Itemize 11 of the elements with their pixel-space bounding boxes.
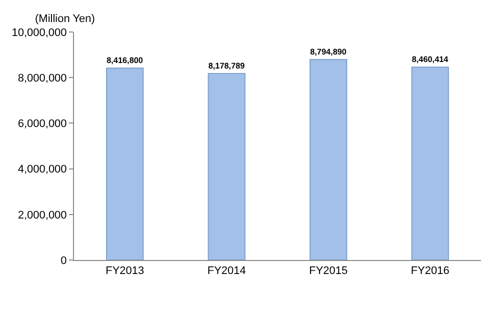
y-tick-label: 0 bbox=[60, 254, 67, 267]
x-tick-label: FY2016 bbox=[410, 265, 450, 278]
y-tick-label: 10,000,000 bbox=[12, 26, 67, 39]
x-tick-label: FY2013 bbox=[106, 265, 144, 278]
y-tick-label: 8,000,000 bbox=[18, 72, 67, 84]
x-tick-label: FY2015 bbox=[309, 265, 348, 278]
y-tick-label: 2,000,000 bbox=[18, 209, 67, 222]
y-tick-label: 4,000,000 bbox=[18, 164, 67, 176]
y-axis-title: (Million Yen) bbox=[35, 13, 95, 25]
y-tick-label: 6,000,000 bbox=[18, 118, 67, 130]
x-tick-label: FY2014 bbox=[207, 265, 246, 278]
